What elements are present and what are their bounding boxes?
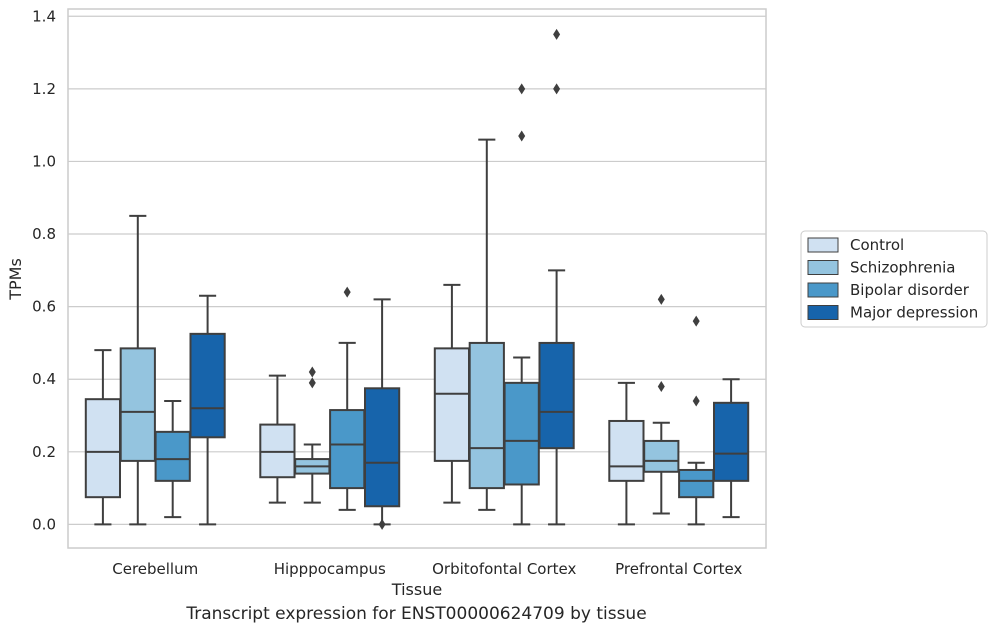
x-tick-label: Orbitofontal Cortex	[432, 560, 576, 578]
y-tick-label: 1.0	[32, 152, 56, 170]
outlier-point	[692, 315, 700, 327]
legend-swatch	[807, 282, 839, 298]
box-schizophrenia	[119, 214, 156, 526]
box-major-depression	[712, 378, 750, 519]
y-axis-label: TPMs	[6, 258, 25, 301]
box-iqr	[189, 332, 226, 439]
x-axis-ticks: Cerebellum Hipppocampus Orbitofontal Corte…	[112, 560, 742, 578]
box-control	[608, 381, 645, 526]
box-major-depression	[538, 28, 575, 526]
box-bipolar-disorder	[678, 315, 715, 526]
box-iqr	[468, 341, 505, 490]
legend-swatch	[807, 305, 839, 320]
y-tick-label: 0.8	[32, 225, 56, 243]
box-iqr	[503, 381, 540, 486]
box-schizophrenia	[643, 293, 680, 515]
box-bipolar-disorder	[154, 400, 191, 519]
y-tick-label: 0.4	[32, 370, 56, 388]
outlier-point	[657, 380, 665, 392]
box-bipolar-disorder	[503, 83, 540, 526]
box-iqr	[84, 398, 122, 499]
box-iqr	[678, 468, 715, 499]
box-major-depression	[189, 294, 226, 526]
y-tick-label: 0.6	[32, 298, 56, 316]
legend-label: Major depression	[850, 304, 978, 322]
legend: Control Schizophrenia Bipolar disorder Majo…	[800, 230, 988, 328]
y-tick-label: 0.0	[32, 515, 56, 533]
box-bipolar-disorder	[329, 286, 366, 511]
y-tick-label: 0.2	[32, 443, 56, 461]
box-iqr	[712, 401, 750, 482]
box-schizophrenia	[294, 366, 331, 504]
box-iqr	[608, 419, 645, 482]
plot-frame	[67, 8, 767, 549]
outlier-point	[308, 377, 316, 389]
box-schizophrenia	[468, 138, 505, 511]
outlier-point	[378, 518, 386, 530]
legend-label: Bipolar disorder	[850, 281, 970, 299]
outlier-point	[553, 28, 561, 40]
x-axis-label: Tissue	[391, 580, 442, 599]
box-major-depression	[363, 298, 401, 530]
box-iqr	[363, 387, 401, 508]
outlier-point	[692, 395, 700, 407]
box-iqr	[119, 347, 156, 462]
legend-swatch	[807, 237, 839, 253]
box-iqr	[433, 347, 471, 462]
box-iqr	[154, 430, 191, 482]
box-control	[433, 283, 471, 504]
legend-label: Control	[850, 236, 904, 254]
box-plot-marks	[84, 28, 750, 530]
legend-frame	[800, 230, 988, 328]
outlier-point	[518, 130, 526, 142]
box-control	[259, 374, 296, 504]
x-tick-label: Cerebellum	[112, 560, 198, 578]
legend-swatch	[807, 260, 839, 275]
legend-label: Schizophrenia	[850, 259, 955, 277]
outlier-point	[657, 293, 665, 305]
x-tick-label: Prefrontal Cortex	[615, 560, 742, 578]
box-iqr	[643, 439, 680, 473]
outlier-point	[553, 83, 561, 95]
y-tick-label: 1.2	[32, 80, 56, 98]
outlier-point	[518, 83, 526, 95]
outlier-point	[343, 286, 351, 298]
figure-caption: Transcript expression for ENST0000062470…	[186, 604, 647, 624]
y-tick-label: 1.4	[32, 7, 56, 25]
x-tick-label: Hipppocampus	[274, 560, 386, 578]
outlier-point	[308, 366, 316, 378]
box-iqr	[329, 409, 366, 490]
box-control	[84, 349, 122, 526]
box-iqr	[538, 341, 575, 450]
y-axis-ticks: 0.0 0.2 0.4 0.6 0.8 1.0 1.2 1.4	[32, 7, 56, 533]
